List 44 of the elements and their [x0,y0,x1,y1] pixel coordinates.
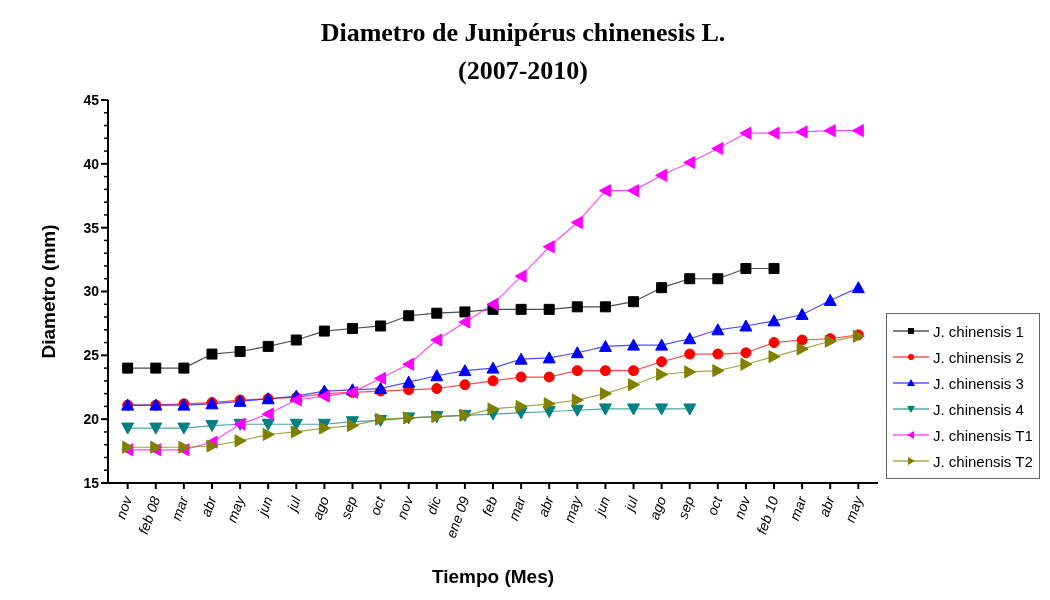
x-tick-label: abr [815,493,839,519]
x-axis-title: Tiempo (Mes) [431,566,555,587]
x-tick-label: jun [253,494,276,520]
y-tick-label: 45 [83,91,100,108]
x-tick-label: sep [337,494,361,521]
y-tick-label: 25 [83,347,100,364]
chart-subtitle: (2007-2010) [457,55,589,87]
x-tick-label: jul [620,493,642,515]
x-tick-label: mar [505,493,530,523]
chart-title: Diametro de Junipérus chinenesis L. [319,17,727,49]
x-tick-label: oct [366,493,389,518]
x-tick-label: jul [283,493,305,515]
legend-label: J. chinensis 2 [933,348,1024,366]
x-tick-label: feb 08 [134,494,164,537]
y-tick-label: 35 [83,219,100,236]
x-tick-label: dic [423,494,445,517]
x-tick-label: mar [168,493,192,523]
x-tick-label: nov [393,493,417,521]
y-tick-label: 40 [83,155,100,172]
x-tick-label: oct [703,493,726,518]
legend-label: J. chinensis T1 [933,426,1033,444]
y-tick-label: 30 [83,283,100,300]
x-tick-label: nov [730,493,754,521]
x-tick-label: nov [112,493,136,521]
x-tick-label: ene 09 [442,494,473,540]
x-tick-label: sep [674,494,698,521]
y-axis-title: Diametro (mm) [37,224,59,359]
x-tick-label: abr [197,493,220,519]
x-tick-label: ago [646,494,670,522]
x-tick-label: abr [534,493,558,519]
x-tick-label: may [841,493,867,525]
x-tick-label: ago [308,494,332,522]
x-tick-label: jun [590,494,613,520]
legend-label: J. chinensis T2 [933,452,1033,470]
legend-label: J. chinensis 1 [933,322,1024,340]
x-tick-label: may [223,493,248,525]
x-tick-label: mar [786,493,811,523]
legend-label: J. chinensis 4 [933,400,1024,418]
y-tick-label: 20 [83,411,100,428]
x-tick-label: feb 10 [753,494,782,537]
legend-label: J. chinensis 3 [933,374,1024,392]
y-tick-label: 15 [83,474,100,491]
x-tick-label: feb [478,494,501,519]
x-tick-label: may [560,493,586,525]
